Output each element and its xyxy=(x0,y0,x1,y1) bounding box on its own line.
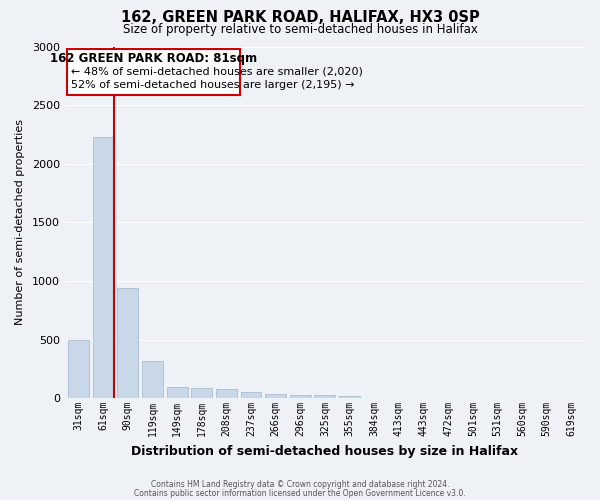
Text: ← 48% of semi-detached houses are smaller (2,020): ← 48% of semi-detached houses are smalle… xyxy=(71,66,363,76)
Bar xyxy=(142,360,163,398)
Bar xyxy=(314,395,335,398)
Y-axis label: Number of semi-detached properties: Number of semi-detached properties xyxy=(15,120,25,326)
Bar xyxy=(290,394,311,398)
Bar xyxy=(167,387,188,398)
Text: Contains HM Land Registry data © Crown copyright and database right 2024.: Contains HM Land Registry data © Crown c… xyxy=(151,480,449,489)
X-axis label: Distribution of semi-detached houses by size in Halifax: Distribution of semi-detached houses by … xyxy=(131,444,518,458)
Bar xyxy=(92,137,113,398)
Bar xyxy=(216,390,237,398)
Bar xyxy=(241,392,262,398)
FancyBboxPatch shape xyxy=(67,49,240,94)
Bar xyxy=(118,288,138,398)
Bar xyxy=(265,394,286,398)
Text: Contains public sector information licensed under the Open Government Licence v3: Contains public sector information licen… xyxy=(134,488,466,498)
Bar xyxy=(339,396,360,398)
Text: Size of property relative to semi-detached houses in Halifax: Size of property relative to semi-detach… xyxy=(122,22,478,36)
Text: 162 GREEN PARK ROAD: 81sqm: 162 GREEN PARK ROAD: 81sqm xyxy=(50,52,257,66)
Text: 52% of semi-detached houses are larger (2,195) →: 52% of semi-detached houses are larger (… xyxy=(71,80,355,90)
Text: 162, GREEN PARK ROAD, HALIFAX, HX3 0SP: 162, GREEN PARK ROAD, HALIFAX, HX3 0SP xyxy=(121,10,479,25)
Bar xyxy=(191,388,212,398)
Bar xyxy=(68,340,89,398)
